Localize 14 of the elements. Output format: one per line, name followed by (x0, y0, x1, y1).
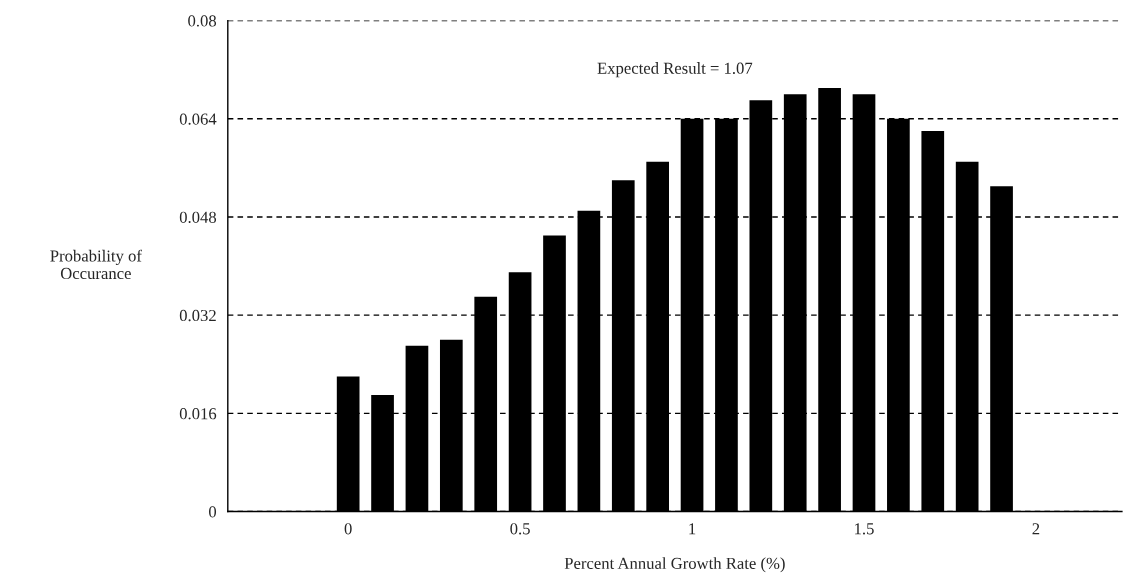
x-tick-label: 0.5 (510, 523, 530, 535)
y-axis-title: Probability of Occurance (50, 249, 142, 280)
x-tick-label: 1 (689, 523, 696, 535)
x-tick-label: 1.5 (855, 523, 874, 535)
y-tick-label: 0.08 (188, 15, 217, 27)
y-tick-label: 0 (208, 506, 217, 518)
x-tick-label: 0 (344, 523, 352, 535)
annotation: Expected Result = 1.07 (597, 62, 753, 78)
y-tick-label: 0.032 (179, 309, 216, 322)
x-axis-title: Percent Annual Growth Rate (%) (564, 557, 785, 573)
y-tick-label: 0.064 (179, 113, 217, 125)
y-tick-label: 0.048 (179, 211, 217, 223)
y-tick-label: 0.016 (179, 408, 217, 420)
x-tick-label: 2 (1032, 523, 1040, 535)
